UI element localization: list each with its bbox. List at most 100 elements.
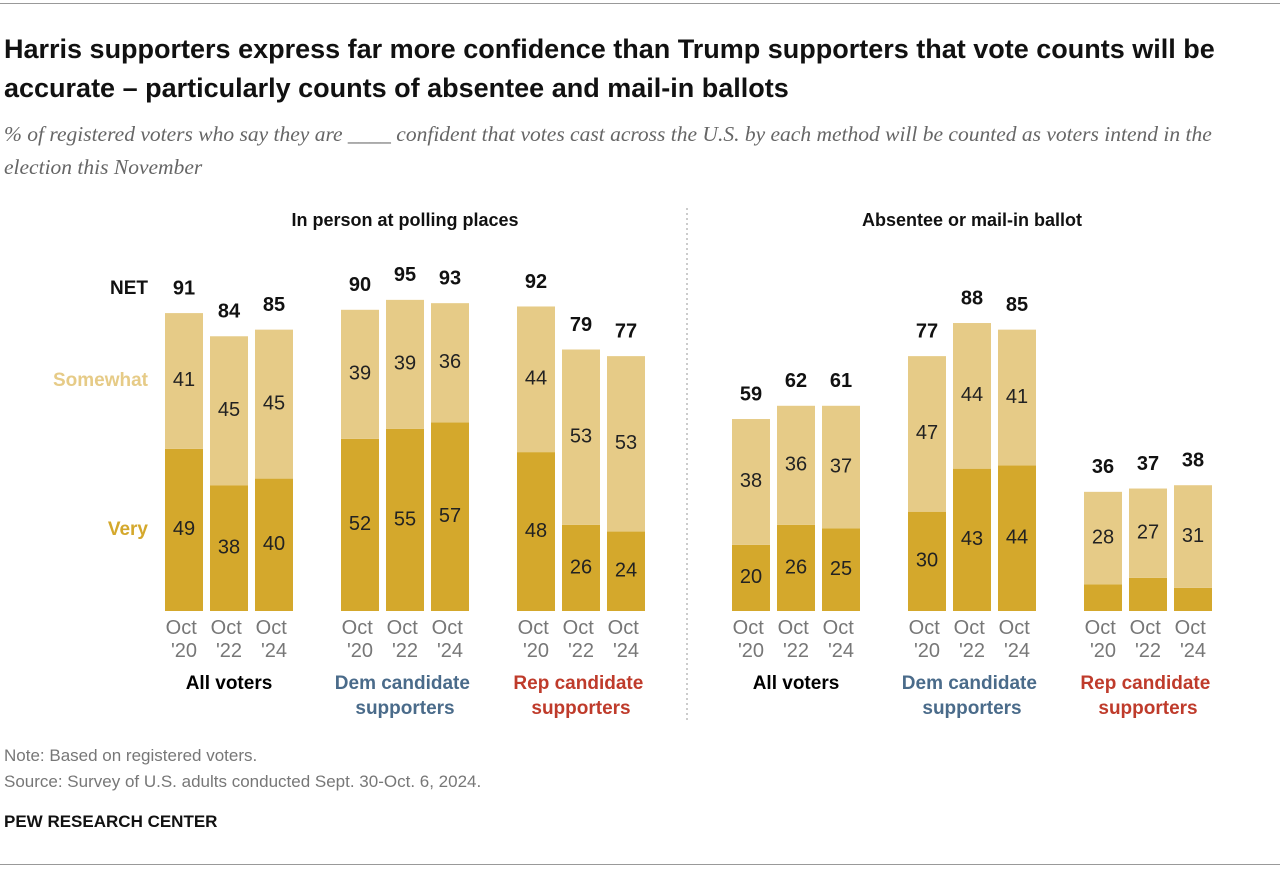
value-label: 24 xyxy=(615,560,637,582)
value-label: 44 xyxy=(961,384,983,406)
bar-segment xyxy=(431,303,469,423)
bar-segment xyxy=(607,356,645,532)
x-tick-label: Oct '24 xyxy=(1175,617,1212,662)
net-label: 93 xyxy=(439,267,461,289)
x-tick-label: Oct '20 xyxy=(342,617,379,662)
bar-segment xyxy=(1084,584,1122,611)
bar-segment xyxy=(210,336,248,486)
bar-segment xyxy=(1174,485,1212,588)
bar-segment xyxy=(255,329,293,479)
value-label: 37 xyxy=(830,455,852,477)
bar-segment xyxy=(386,299,424,429)
x-tick-label: Oct '22 xyxy=(954,617,991,662)
net-label: 77 xyxy=(916,320,938,342)
value-label: 28 xyxy=(1092,526,1114,548)
x-tick-label: Oct '22 xyxy=(211,617,248,662)
bar-segment xyxy=(386,428,424,611)
legend-label: Very xyxy=(108,519,149,540)
bar-segment xyxy=(431,422,469,611)
value-label: 26 xyxy=(785,556,807,578)
bar-segment xyxy=(1129,577,1167,611)
x-tick-label: Oct '24 xyxy=(999,617,1036,662)
x-tick-label: Oct '24 xyxy=(432,617,469,662)
bar-segment xyxy=(1174,587,1212,611)
value-label: 36 xyxy=(439,351,461,373)
x-tick-label: Oct '22 xyxy=(563,617,600,662)
bar-segment xyxy=(165,448,203,611)
x-tick-label: Oct '24 xyxy=(608,617,645,662)
net-label: 95 xyxy=(394,264,416,286)
bar-segment xyxy=(777,524,815,611)
x-tick-label: Oct '20 xyxy=(733,617,770,662)
value-label: 44 xyxy=(1006,526,1028,548)
value-label: 40 xyxy=(263,533,285,555)
bar-segment xyxy=(908,356,946,512)
value-label: 31 xyxy=(1182,525,1204,547)
bar-segment xyxy=(953,468,991,611)
net-label: 85 xyxy=(1006,294,1028,316)
value-label: 53 xyxy=(570,426,592,448)
net-label: 90 xyxy=(349,274,371,296)
bar-segment xyxy=(822,528,860,611)
bar-segment xyxy=(607,531,645,611)
net-label: 37 xyxy=(1137,453,1159,475)
value-label: 25 xyxy=(830,558,852,580)
bar-segment xyxy=(341,309,379,439)
net-label: 61 xyxy=(830,370,852,392)
value-label: 49 xyxy=(173,518,195,540)
value-label: 36 xyxy=(785,454,807,476)
bar-segment xyxy=(732,419,770,545)
group-label: Dem candidate supporters xyxy=(902,673,1042,719)
value-label: 39 xyxy=(349,363,371,385)
bar-segment xyxy=(953,323,991,469)
x-tick-label: Oct '22 xyxy=(387,617,424,662)
x-tick-label: Oct '24 xyxy=(823,617,860,662)
group-label: Rep candidate supporters xyxy=(513,673,648,719)
value-label: 48 xyxy=(525,520,547,542)
value-label: 45 xyxy=(263,392,285,414)
note: Note: Based on registered voters. xyxy=(4,746,258,765)
bar-segment xyxy=(517,306,555,453)
value-label: 53 xyxy=(615,432,637,454)
bar-segment xyxy=(777,405,815,525)
legend-label: NET xyxy=(110,278,148,299)
value-label: 57 xyxy=(439,505,461,527)
x-tick-label: Oct '20 xyxy=(909,617,946,662)
bar-segment xyxy=(562,524,600,611)
bar-segment xyxy=(998,465,1036,611)
value-label: 55 xyxy=(394,508,416,530)
bar-segment xyxy=(517,452,555,611)
value-label: 45 xyxy=(218,399,240,421)
bar-segment xyxy=(255,478,293,611)
bar-segment xyxy=(1084,491,1122,585)
group-label: Rep candidate supporters xyxy=(1080,673,1215,719)
value-label: 20 xyxy=(740,566,762,588)
x-tick-label: Oct '22 xyxy=(778,617,815,662)
x-tick-label: Oct '24 xyxy=(256,617,293,662)
net-label: 88 xyxy=(961,287,983,309)
panel-title: Absentee or mail-in ballot xyxy=(862,210,1082,230)
net-label: 62 xyxy=(785,370,807,392)
legend-label: Somewhat xyxy=(53,370,149,391)
bottom-rule xyxy=(0,864,1280,865)
bar-segment xyxy=(908,511,946,611)
panel-title: In person at polling places xyxy=(291,210,518,230)
net-label: 36 xyxy=(1092,456,1114,478)
x-tick-label: Oct '20 xyxy=(1085,617,1122,662)
net-label: 79 xyxy=(570,314,592,336)
bar-segment xyxy=(822,405,860,529)
net-label: 85 xyxy=(263,294,285,316)
x-tick-label: Oct '20 xyxy=(166,617,203,662)
bar-segment xyxy=(998,329,1036,466)
value-label: 52 xyxy=(349,513,371,535)
source: Source: Survey of U.S. adults conducted … xyxy=(4,772,482,791)
bar-segment xyxy=(165,313,203,449)
subtitle: % of registered voters who say they are … xyxy=(4,122,1212,179)
value-label: 44 xyxy=(525,368,547,390)
bar-segment xyxy=(732,544,770,611)
value-label: 26 xyxy=(570,556,592,578)
group-label: Dem candidate supporters xyxy=(335,673,475,719)
x-tick-label: Oct '22 xyxy=(1130,617,1167,662)
